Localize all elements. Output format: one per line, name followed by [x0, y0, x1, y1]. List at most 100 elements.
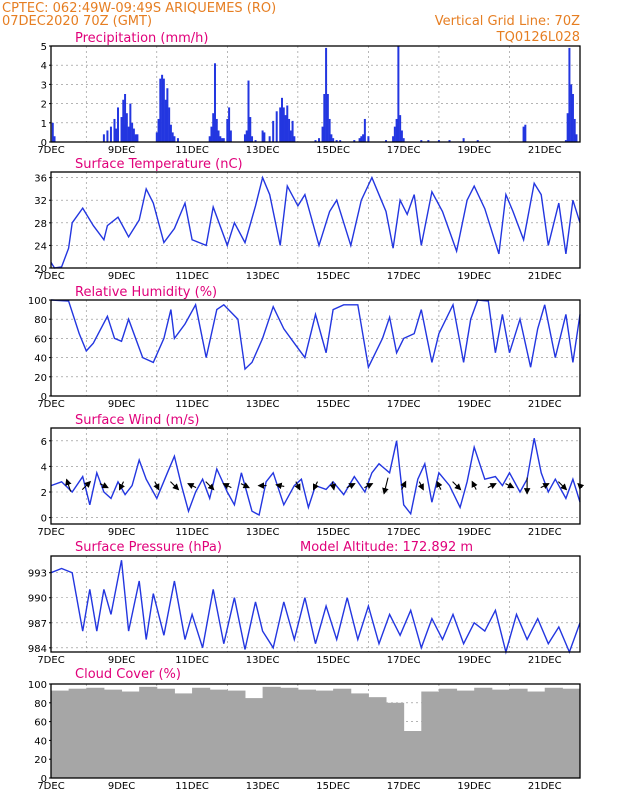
cloud-bar: [509, 688, 528, 778]
wind-ytick-label: 0: [41, 514, 47, 525]
precip-ytick-label: 2: [41, 100, 47, 111]
precip-bar: [363, 118, 366, 142]
cloud-bar: [562, 688, 581, 778]
rh-ytick-label: 60: [34, 334, 47, 345]
precip-bar: [136, 134, 139, 142]
wind-title: Surface Wind (m/s): [75, 413, 199, 428]
cloud-bar: [333, 688, 352, 778]
cloud-xtick-label: 7DEC: [37, 781, 64, 792]
precip-bar: [222, 138, 225, 142]
precip-bar: [249, 117, 252, 142]
wind-arrow: [313, 481, 319, 491]
pressure-ytick-label: 987: [28, 619, 47, 630]
precip-bar: [117, 107, 120, 142]
rh-xtick-label: 21DEC: [528, 399, 562, 410]
precip-bar: [129, 103, 132, 142]
cloud-frame: [50, 683, 581, 779]
model-altitude-label: Model Altitude: 172.892 m: [300, 540, 473, 555]
precip-bar: [113, 118, 116, 142]
precip-bar: [385, 140, 388, 142]
precip-bar: [221, 138, 224, 142]
wind-frame: [50, 427, 581, 525]
cloud-bar: [527, 691, 546, 778]
precip-bar: [282, 107, 285, 142]
wind-ytick-label: 4: [41, 462, 47, 473]
precip-bar: [155, 132, 158, 142]
precip-bar: [169, 124, 172, 142]
precip-bar: [208, 136, 211, 142]
precip-bar: [318, 138, 321, 142]
pressure-xtick-label: 9DEC: [108, 655, 135, 666]
rh-ytick-label: 100: [28, 296, 47, 307]
cloud-title: Cloud Cover (%): [75, 667, 181, 682]
precip-ytick-label: 3: [41, 80, 47, 91]
pressure-xtick-label: 15DEC: [316, 655, 350, 666]
precip-bar: [168, 107, 171, 142]
precip-bar: [314, 140, 317, 142]
cloud-xtick-label: 15DEC: [316, 781, 350, 792]
rh-xtick-label: 15DEC: [316, 399, 350, 410]
precip-bar: [124, 94, 127, 142]
rh-xtick-label: 11DEC: [175, 399, 209, 410]
pressure-frame: [50, 555, 581, 653]
cloud-bar: [244, 698, 264, 778]
precip-bar: [122, 99, 125, 142]
pressure-xtick-label: 13DEC: [246, 655, 280, 666]
wind-arrow: [417, 481, 424, 491]
wind-arrow: [400, 480, 407, 490]
precip-bar: [330, 134, 333, 142]
precip-bar: [462, 138, 465, 142]
precip-bar: [243, 134, 246, 142]
precip-bar: [367, 136, 370, 142]
wind-arrow: [452, 481, 462, 491]
precip-bar: [397, 46, 400, 142]
precip-bar: [323, 94, 326, 142]
panel-wind: 0 2 4 6 7DEC 9DEC 11DEC 13DEC 15DEC 17DEC 19DEC 21D…: [37, 413, 585, 538]
precip-bar: [109, 126, 112, 142]
cloud-xtick-label: 17DEC: [387, 781, 421, 792]
wind-arrow: [364, 483, 374, 490]
precip-bar: [395, 118, 398, 142]
cloud-bar: [491, 689, 510, 778]
cloud-bar: [68, 688, 87, 778]
precip-bar: [159, 78, 162, 142]
precip-xtick-label: 17DEC: [387, 145, 421, 156]
cloud-bar: [209, 689, 228, 778]
wind-arrow: [99, 482, 109, 489]
wind-arrow: [187, 483, 197, 490]
cloud-bar: [103, 689, 123, 778]
cloud-bar: [456, 690, 475, 778]
rh-ytick-label: 0: [41, 392, 47, 403]
rh-xtick-label: 7DEC: [37, 399, 64, 410]
precip-bar: [522, 126, 525, 142]
precip-xtick-label: 9DEC: [108, 145, 135, 156]
precip-ytick-label: 0: [41, 138, 47, 149]
panel-pressure: 984 987 990 993 7DEC 9DEC 11DEC 13DEC 15DEC 17DEC…: [28, 540, 581, 666]
pressure-line: [50, 560, 581, 655]
precip-bar: [570, 84, 573, 142]
temp-xtick-label: 17DEC: [387, 271, 421, 282]
panel-cloud-cover: 0 20 40 60 80 100 7DEC 9DEC 11DEC 13DEC 15DEC 17DEC…: [28, 667, 581, 792]
precip-bar: [564, 140, 567, 142]
precip-bar: [247, 80, 250, 142]
rh-xtick-label: 17DEC: [387, 399, 421, 410]
wind-ytick-label: 6: [41, 437, 47, 448]
precip-bar: [127, 126, 130, 142]
cloud-xtick-label: 9DEC: [108, 781, 135, 792]
header-location: CPTEC: 062:49W-09:49S ARIQUEMES (RO): [2, 1, 276, 16]
precip-bar: [286, 105, 289, 142]
precip-bar: [275, 111, 278, 142]
precip-bar: [171, 132, 174, 142]
wind-arrow: [329, 481, 337, 491]
wind-xtick-label: 11DEC: [175, 527, 209, 538]
precip-xtick-label: 7DEC: [37, 145, 64, 156]
rh-frame: [50, 299, 581, 397]
cloud-bar: [297, 689, 316, 778]
precip-bar: [280, 97, 283, 142]
precip-bar: [524, 124, 527, 142]
temp-ytick-label: 24: [34, 241, 47, 252]
panel-humidity: 0 20 40 60 80 100 7DEC 9DEC 11DEC 13DEC 15DEC 17DEC…: [28, 285, 581, 410]
wind-arrow: [294, 481, 301, 491]
temp-ytick-label: 20: [34, 264, 47, 275]
precip-bar: [261, 130, 264, 142]
